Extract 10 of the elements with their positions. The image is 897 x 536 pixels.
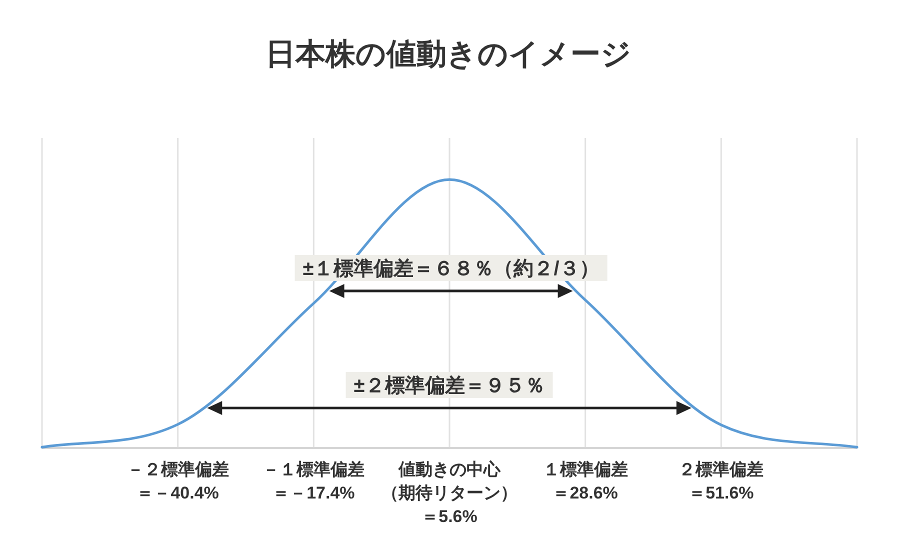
annotation: ±１標準偏差＝６８％（約２/３） <box>302 258 600 280</box>
annotation: ±２標準偏差＝９５％ <box>354 375 545 397</box>
x-tick-label: 値動きの中心（期待リターン）＝5.6% <box>382 460 518 526</box>
x-tick-label: １標準偏差＝28.6% <box>542 460 628 502</box>
x-tick-label: －１標準偏差＝－17.4% <box>262 460 365 502</box>
annotation: ±１標準偏差＝６８％（約２/３） <box>294 254 608 281</box>
annotation: ±２標準偏差＝９５％ <box>346 372 553 398</box>
chart-title: 日本株の値動きのイメージ <box>266 38 632 71</box>
x-tick-label: －２標準偏差＝－40.4% <box>126 460 229 502</box>
x-tick-label: ２標準偏差＝51.6% <box>678 460 764 502</box>
